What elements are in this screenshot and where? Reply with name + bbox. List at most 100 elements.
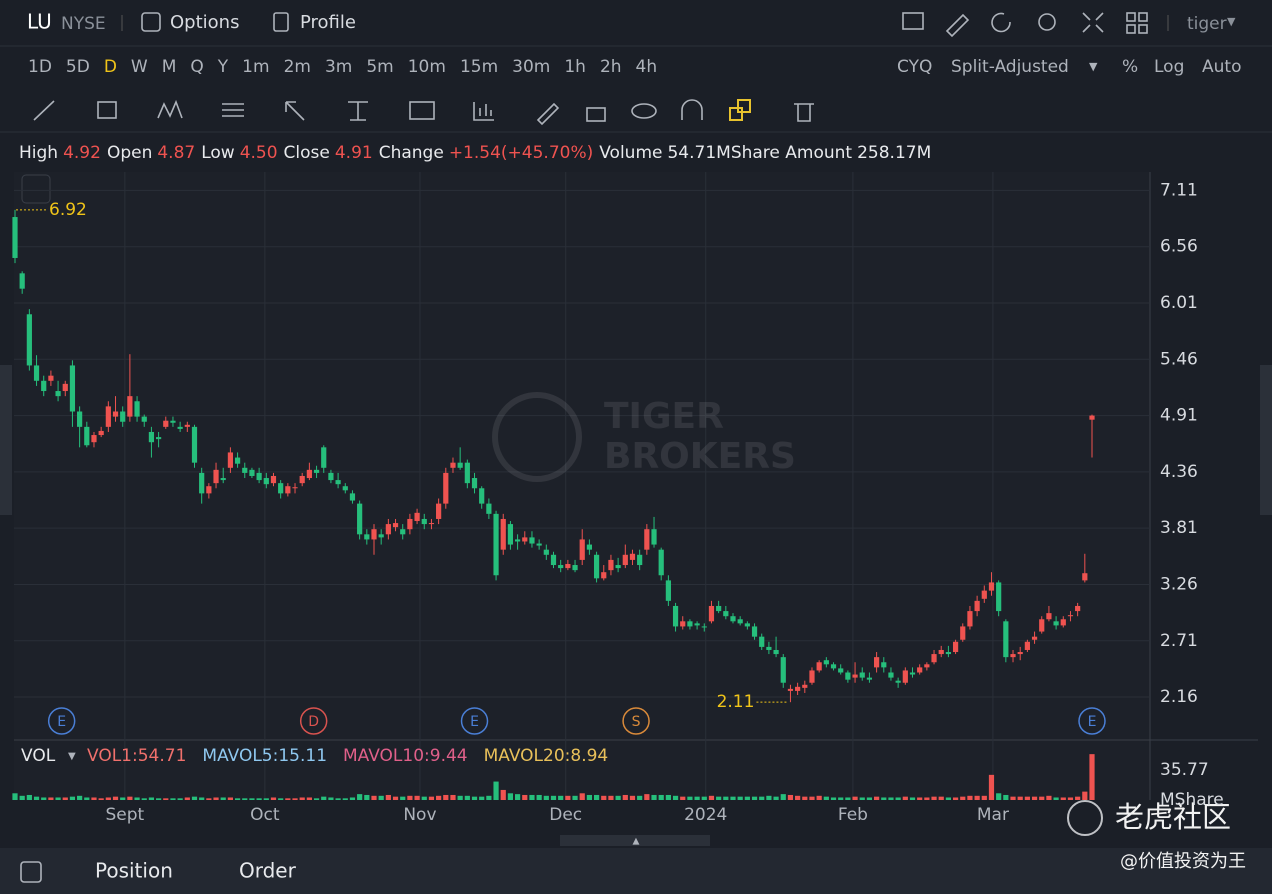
tool[interactable] [681, 99, 703, 120]
period[interactable]: 1D [28, 57, 52, 77]
icon[interactable] [1038, 13, 1056, 31]
tool[interactable] [222, 103, 244, 117]
x-tick-label: 2024 [684, 805, 727, 825]
event-marker[interactable] [622, 707, 650, 735]
period[interactable]: 1m [242, 57, 269, 77]
period[interactable]: 2m [284, 57, 311, 77]
panel-icon[interactable] [20, 861, 42, 883]
period[interactable]: Q [190, 57, 203, 77]
period[interactable]: 1h [564, 57, 586, 77]
x-tick-label: Oct [250, 805, 280, 825]
chart-option[interactable]: CYQ [897, 57, 932, 77]
candle-body [960, 626, 966, 640]
period[interactable]: 10m [408, 57, 446, 77]
period[interactable]: W [131, 57, 148, 77]
chart-option[interactable]: Split-Adjusted [951, 57, 1069, 77]
tool[interactable] [794, 103, 814, 122]
period[interactable]: Y [217, 57, 229, 77]
candle-body [823, 660, 829, 665]
tool[interactable] [473, 102, 494, 121]
y-tick-label: 6.56 [1160, 237, 1198, 257]
candle-body [1017, 652, 1023, 655]
tool[interactable] [409, 101, 435, 120]
side-handle[interactable] [1260, 365, 1272, 515]
event-marker[interactable] [460, 707, 489, 735]
chart-option[interactable]: % [1122, 57, 1138, 77]
candle-body [586, 544, 592, 550]
period[interactable]: 3m [325, 57, 352, 77]
quote-label: Share Amount [731, 143, 853, 163]
icon[interactable] [1126, 12, 1136, 22]
period[interactable]: M [162, 57, 177, 77]
icon[interactable] [991, 12, 1011, 33]
tool[interactable] [348, 101, 368, 121]
tool[interactable] [536, 102, 560, 126]
chart-option[interactable]: Log [1154, 57, 1184, 77]
period[interactable]: 4h [636, 57, 658, 77]
quote-value: 4.91 [335, 143, 373, 163]
tool[interactable] [33, 100, 55, 121]
volume-bar [234, 798, 241, 800]
icon[interactable] [1138, 24, 1148, 34]
icon[interactable] [1082, 12, 1104, 33]
icon[interactable] [902, 12, 924, 30]
event-marker[interactable] [1078, 707, 1106, 735]
candle-body [285, 486, 291, 494]
icon[interactable] [1138, 12, 1148, 22]
volume-bar [256, 798, 262, 800]
tool[interactable] [729, 107, 743, 121]
volume-bar [672, 795, 679, 800]
chart-option[interactable]: Auto [1202, 57, 1241, 77]
quote-value: +1.54(+45.70%) [449, 143, 593, 163]
candle-body [141, 416, 147, 422]
period[interactable]: 5m [366, 57, 393, 77]
candle-body [974, 600, 980, 612]
candle-body [84, 426, 90, 446]
period[interactable]: 15m [460, 57, 498, 77]
candle-body [486, 503, 492, 514]
volume-bar [270, 797, 277, 800]
volume-bar [952, 797, 959, 800]
volume-bar [608, 795, 614, 800]
tool[interactable] [157, 99, 183, 119]
candle-body [572, 565, 578, 571]
candle-body [206, 486, 212, 494]
tool[interactable] [631, 103, 657, 119]
volume-bar [213, 797, 219, 800]
period[interactable]: 5D [66, 57, 90, 77]
tool[interactable] [586, 107, 606, 122]
quote-value: 4.50 [240, 143, 278, 163]
handle-arrow: ▲ [633, 837, 640, 847]
user[interactable]: tiger [1187, 14, 1227, 34]
candle-body [62, 383, 68, 392]
event-marker[interactable] [299, 707, 328, 735]
tool[interactable] [97, 101, 117, 119]
tool[interactable] [285, 101, 305, 121]
volume-bar [199, 797, 205, 800]
quote-label: Open [107, 143, 152, 163]
period[interactable]: 30m [512, 57, 550, 77]
pane-handle[interactable] [560, 835, 710, 846]
collapse-button[interactable] [21, 174, 51, 204]
icon[interactable] [1126, 24, 1136, 34]
candle-body [148, 431, 155, 443]
tab[interactable]: Options [170, 12, 239, 33]
candle-body [658, 549, 664, 576]
bottom-tab[interactable]: Order [239, 859, 297, 883]
profile-icon[interactable] [273, 12, 289, 32]
side-handle[interactable] [0, 365, 12, 515]
icon[interactable] [945, 13, 970, 38]
tab[interactable]: Profile [300, 12, 356, 33]
period[interactable]: D [104, 57, 117, 77]
period[interactable]: 2h [600, 57, 622, 77]
tool[interactable] [737, 99, 751, 113]
bottom-tab[interactable]: Position [95, 859, 173, 883]
volume-bar [522, 794, 528, 800]
volume-bar [112, 796, 119, 800]
options-icon[interactable] [141, 12, 161, 32]
caret: ▼ [1089, 60, 1098, 73]
event-marker[interactable] [47, 707, 76, 735]
high-marker-label: 6.92 [49, 200, 87, 220]
volume-bar [622, 794, 628, 800]
candle-body [112, 411, 119, 417]
